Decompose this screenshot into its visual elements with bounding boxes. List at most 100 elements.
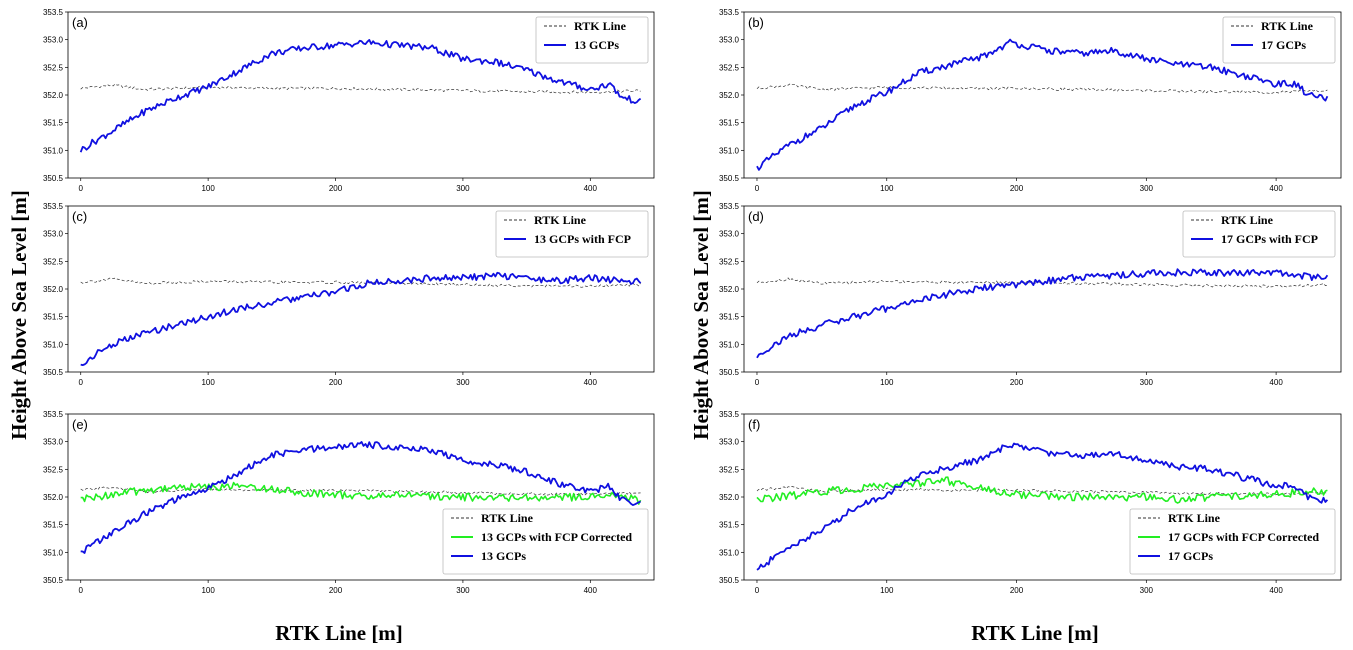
chart-panel-4: 350.5 351.0 351.5 352.0 352.5 353.0 353.5 0 100 2… bbox=[719, 202, 1342, 387]
series-line-2 bbox=[80, 271, 642, 366]
y-tick-label: 351.0 bbox=[719, 548, 740, 557]
x-tick-label: 400 bbox=[1269, 378, 1283, 387]
legend-box bbox=[1182, 210, 1336, 258]
x-tick-label: 200 bbox=[329, 378, 343, 387]
y-tick-label: 351.5 bbox=[719, 313, 740, 322]
x-tick-label: 200 bbox=[1010, 378, 1024, 387]
legend: RTK Line 13 GCPs bbox=[535, 16, 649, 64]
y-tick-label: 351.0 bbox=[719, 340, 740, 349]
chart-panels: 350.5 351.0 351.5 352.0 352.5 353.0 353.5 0 100 2… bbox=[43, 8, 1342, 595]
y-tick-label: 353.0 bbox=[719, 438, 740, 447]
series-line-1 bbox=[80, 83, 641, 94]
x-tick-label: 100 bbox=[201, 184, 215, 193]
y-tick-label: 351.5 bbox=[719, 119, 740, 128]
legend-label: RTK Line bbox=[534, 213, 587, 227]
chart-panel-6: 350.5 351.0 351.5 352.0 352.5 353.0 353.5 0 100 2… bbox=[719, 410, 1342, 595]
y-tick-label: 350.5 bbox=[719, 576, 740, 585]
y-tick-label: 352.0 bbox=[43, 91, 64, 100]
legend-box bbox=[1129, 508, 1336, 575]
legend: RTK Line 13 GCPs with FCP Corrected 13 GCP… bbox=[442, 508, 649, 575]
chart-panel-3: 350.5 351.0 351.5 352.0 352.5 353.0 353.5 0 100 2… bbox=[43, 202, 655, 387]
x-tick-label: 0 bbox=[755, 184, 760, 193]
x-tick-label: 300 bbox=[1140, 378, 1154, 387]
series-line-1 bbox=[756, 83, 1328, 94]
y-tick-label: 350.5 bbox=[43, 576, 64, 585]
series-line-2 bbox=[756, 268, 1329, 359]
y-tick-label: 353.0 bbox=[719, 36, 740, 45]
legend-label: RTK Line bbox=[574, 19, 627, 33]
y-tick-label: 351.0 bbox=[43, 548, 64, 557]
legend: RTK Line 17 GCPs with FCP bbox=[1182, 210, 1336, 258]
series-line-1 bbox=[756, 486, 1328, 496]
x-tick-label: 400 bbox=[584, 378, 598, 387]
x-tick-label: 400 bbox=[1269, 586, 1283, 595]
y-tick-label: 352.0 bbox=[719, 285, 740, 294]
x-axis-label-left: RTK Line [m] bbox=[275, 621, 403, 645]
chart-panel-1: 350.5 351.0 351.5 352.0 352.5 353.0 353.5 0 100 2… bbox=[43, 8, 655, 193]
x-tick-label: 200 bbox=[329, 184, 343, 193]
series-line-1 bbox=[80, 486, 641, 496]
x-tick-label: 400 bbox=[1269, 184, 1283, 193]
y-tick-label: 351.5 bbox=[43, 313, 64, 322]
series-line-2 bbox=[756, 476, 1328, 504]
legend-label: 17 GCPs bbox=[1168, 549, 1213, 563]
legend-label: 13 GCPs bbox=[481, 549, 526, 563]
y-tick-label: 352.5 bbox=[43, 257, 64, 266]
y-tick-label: 351.0 bbox=[719, 146, 740, 155]
legend-label: 17 GCPs with FCP Corrected bbox=[1168, 530, 1319, 544]
y-tick-label: 351.0 bbox=[43, 146, 64, 155]
y-tick-label: 350.5 bbox=[719, 368, 740, 377]
y-tick-label: 353.0 bbox=[719, 230, 740, 239]
legend: RTK Line 17 GCPs bbox=[1222, 16, 1336, 64]
x-tick-label: 400 bbox=[584, 184, 598, 193]
y-tick-label: 352.5 bbox=[43, 63, 64, 72]
series-line-1 bbox=[80, 277, 641, 288]
legend-label: RTK Line bbox=[1168, 511, 1221, 525]
x-tick-label: 0 bbox=[755, 586, 760, 595]
x-tick-label: 0 bbox=[79, 184, 84, 193]
y-tick-label: 353.5 bbox=[719, 410, 740, 419]
y-tick-label: 352.5 bbox=[43, 465, 64, 474]
series-line-2 bbox=[756, 38, 1329, 171]
y-axis-label-left: Height Above Sea Level [m] bbox=[7, 190, 31, 440]
legend-label: RTK Line bbox=[1221, 213, 1274, 227]
y-tick-label: 353.5 bbox=[719, 202, 740, 211]
y-axis-label-right: Height Above Sea Level [m] bbox=[689, 190, 713, 440]
x-tick-label: 100 bbox=[880, 586, 894, 595]
y-tick-label: 350.5 bbox=[43, 174, 64, 183]
legend-label: 13 GCPs bbox=[574, 38, 619, 52]
x-tick-label: 300 bbox=[456, 378, 470, 387]
legend: RTK Line 13 GCPs with FCP bbox=[495, 210, 649, 258]
legend-label: 17 GCPs bbox=[1261, 38, 1306, 52]
y-tick-label: 353.5 bbox=[43, 202, 64, 211]
x-tick-label: 300 bbox=[456, 586, 470, 595]
y-tick-label: 351.5 bbox=[43, 119, 64, 128]
panel-label: (c) bbox=[72, 209, 87, 224]
series-line-3 bbox=[756, 442, 1329, 571]
y-tick-label: 352.0 bbox=[43, 493, 64, 502]
y-tick-label: 353.5 bbox=[43, 410, 64, 419]
y-tick-label: 351.5 bbox=[719, 521, 740, 530]
series-line-2 bbox=[80, 481, 642, 505]
y-tick-label: 350.5 bbox=[43, 368, 64, 377]
x-tick-label: 300 bbox=[1140, 184, 1154, 193]
y-tick-label: 352.0 bbox=[43, 285, 64, 294]
x-tick-label: 300 bbox=[1140, 586, 1154, 595]
legend-label: 13 GCPs with FCP bbox=[534, 232, 631, 246]
legend: RTK Line 17 GCPs with FCP Corrected 17 GCP… bbox=[1129, 508, 1336, 575]
legend-box bbox=[1222, 16, 1336, 64]
legend-box bbox=[495, 210, 649, 258]
chart-panel-5: 350.5 351.0 351.5 352.0 352.5 353.0 353.5 0 100 2… bbox=[43, 410, 655, 595]
panel-label: (a) bbox=[72, 15, 88, 30]
y-tick-label: 352.0 bbox=[719, 493, 740, 502]
x-tick-label: 0 bbox=[79, 586, 84, 595]
x-tick-label: 200 bbox=[1010, 586, 1024, 595]
x-tick-label: 100 bbox=[201, 586, 215, 595]
y-tick-label: 352.5 bbox=[719, 257, 740, 266]
legend-label: 13 GCPs with FCP Corrected bbox=[481, 530, 632, 544]
x-tick-label: 0 bbox=[79, 378, 84, 387]
series-line-3 bbox=[80, 441, 641, 554]
y-tick-label: 350.5 bbox=[719, 174, 740, 183]
x-tick-label: 200 bbox=[329, 586, 343, 595]
